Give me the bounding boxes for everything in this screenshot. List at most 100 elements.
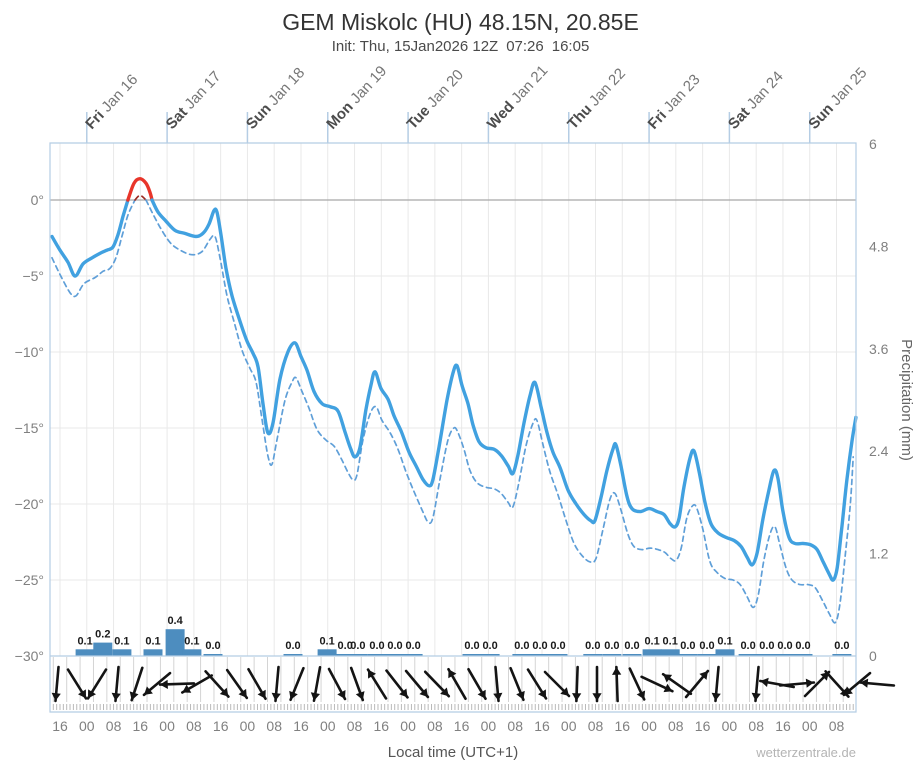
svg-text:0.1: 0.1 bbox=[184, 635, 199, 647]
svg-text:1.2: 1.2 bbox=[869, 546, 889, 562]
svg-text:00: 00 bbox=[159, 718, 175, 734]
wind-arrows bbox=[51, 665, 896, 703]
svg-text:0.0: 0.0 bbox=[464, 640, 479, 652]
svg-text:0.0: 0.0 bbox=[338, 640, 353, 652]
svg-text:2.4: 2.4 bbox=[869, 443, 889, 459]
gridlines bbox=[50, 143, 856, 656]
svg-text:0.0: 0.0 bbox=[777, 640, 792, 652]
sunrise-time: 07:26 bbox=[506, 38, 544, 55]
svg-text:Sat Jan 24: Sat Jan 24 bbox=[725, 68, 787, 133]
svg-text:0.0: 0.0 bbox=[550, 640, 565, 652]
svg-text:08: 08 bbox=[347, 718, 363, 734]
svg-text:16: 16 bbox=[374, 718, 390, 734]
svg-text:16: 16 bbox=[293, 718, 309, 734]
svg-text:00: 00 bbox=[561, 718, 577, 734]
svg-text:Tue Jan 20: Tue Jan 20 bbox=[404, 66, 467, 132]
svg-text:0.4: 0.4 bbox=[167, 615, 183, 627]
svg-text:08: 08 bbox=[507, 718, 523, 734]
svg-text:0.0: 0.0 bbox=[514, 640, 529, 652]
svg-text:16: 16 bbox=[534, 718, 550, 734]
svg-text:Fri Jan 23: Fri Jan 23 bbox=[645, 71, 704, 133]
svg-text:00: 00 bbox=[481, 718, 497, 734]
svg-text:00: 00 bbox=[240, 718, 256, 734]
svg-text:0.1: 0.1 bbox=[717, 635, 732, 647]
svg-text:0.0: 0.0 bbox=[759, 640, 774, 652]
svg-text:−25°: −25° bbox=[15, 572, 44, 588]
page-title: GEM Miskolc (HU) 48.15N, 20.85E bbox=[282, 9, 639, 35]
svg-text:0.0: 0.0 bbox=[680, 640, 695, 652]
svg-text:3.6: 3.6 bbox=[869, 341, 889, 357]
svg-text:Thu Jan 22: Thu Jan 22 bbox=[564, 65, 629, 133]
init-subtitle: Init: Thu, 15Jan2026 12Z 07:26 16:05 bbox=[0, 38, 921, 55]
svg-text:Sun Jan 18: Sun Jan 18 bbox=[243, 64, 308, 132]
svg-text:−5°: −5° bbox=[22, 268, 44, 284]
svg-text:0.0: 0.0 bbox=[205, 640, 220, 652]
svg-text:6: 6 bbox=[869, 136, 877, 152]
watermark: wetterzentrale.de bbox=[756, 745, 856, 760]
svg-text:00: 00 bbox=[320, 718, 336, 734]
svg-text:0.0: 0.0 bbox=[405, 640, 420, 652]
svg-text:−20°: −20° bbox=[15, 496, 44, 512]
svg-text:0.0: 0.0 bbox=[604, 640, 619, 652]
svg-text:0.1: 0.1 bbox=[145, 635, 160, 647]
svg-text:0.0: 0.0 bbox=[285, 640, 300, 652]
svg-text:00: 00 bbox=[79, 718, 95, 734]
svg-text:0.0: 0.0 bbox=[532, 640, 547, 652]
svg-text:Mon Jan 19: Mon Jan 19 bbox=[323, 63, 390, 133]
precip-bar-labels: 0.10.20.1 0.10.40.1 0.0 0.0 0.1 0.00.0 0.0 0.0 0… bbox=[77, 615, 849, 652]
plot-frame bbox=[49, 142, 857, 713]
svg-text:16: 16 bbox=[695, 718, 711, 734]
svg-text:0.0: 0.0 bbox=[585, 640, 600, 652]
svg-text:16: 16 bbox=[213, 718, 229, 734]
time-tick-labels: 16 00 08 16 00 08 16 00 08 16 00 08 16 00 08 16 00 08 16 00… bbox=[52, 718, 844, 734]
svg-text:0.0: 0.0 bbox=[369, 640, 384, 652]
svg-text:16: 16 bbox=[454, 718, 470, 734]
svg-text:0°: 0° bbox=[31, 192, 44, 208]
svg-text:0.0: 0.0 bbox=[482, 640, 497, 652]
svg-text:0.1: 0.1 bbox=[644, 635, 659, 647]
svg-text:0.0: 0.0 bbox=[795, 640, 810, 652]
svg-text:16: 16 bbox=[133, 718, 149, 734]
sunset-time: 16:05 bbox=[551, 38, 590, 55]
svg-text:4.8: 4.8 bbox=[869, 238, 889, 254]
init-text: Init: Thu, 15Jan2026 12Z bbox=[331, 38, 499, 55]
svg-text:Sat Jan 17: Sat Jan 17 bbox=[163, 68, 225, 133]
svg-text:08: 08 bbox=[748, 718, 764, 734]
svg-text:00: 00 bbox=[641, 718, 657, 734]
precip-bars bbox=[75, 629, 852, 656]
2m-temperature-c--line bbox=[50, 177, 858, 582]
svg-text:00: 00 bbox=[722, 718, 738, 734]
svg-text:0.0: 0.0 bbox=[699, 640, 714, 652]
svg-text:Sun Jan 25: Sun Jan 25 bbox=[805, 64, 870, 132]
svg-text:08: 08 bbox=[106, 718, 122, 734]
svg-text:0.1: 0.1 bbox=[114, 635, 129, 647]
svg-text:08: 08 bbox=[427, 718, 443, 734]
svg-text:16: 16 bbox=[52, 718, 68, 734]
day-ticks bbox=[86, 112, 811, 143]
svg-text:0.0: 0.0 bbox=[624, 640, 639, 652]
svg-text:00: 00 bbox=[802, 718, 818, 734]
svg-text:08: 08 bbox=[266, 718, 282, 734]
svg-text:0.0: 0.0 bbox=[740, 640, 755, 652]
hour-ticks bbox=[52, 704, 854, 710]
temp-tick-labels: 0° −5° −10° −15° −20° −25° −30° bbox=[15, 192, 44, 664]
svg-text:0.0: 0.0 bbox=[834, 640, 849, 652]
svg-text:0: 0 bbox=[869, 648, 877, 664]
svg-text:−10°: −10° bbox=[15, 344, 44, 360]
svg-text:0.1: 0.1 bbox=[319, 635, 334, 647]
svg-text:0.0: 0.0 bbox=[350, 640, 365, 652]
precip-tick-labels: 6 4.8 3.6 2.4 1.2 0 bbox=[869, 136, 889, 664]
svg-text:0.1: 0.1 bbox=[663, 635, 678, 647]
svg-text:0.2: 0.2 bbox=[95, 629, 110, 641]
x-axis-title: Local time (UTC+1) bbox=[387, 744, 519, 761]
svg-text:08: 08 bbox=[186, 718, 202, 734]
dew-point-c--line bbox=[51, 194, 855, 624]
svg-text:00: 00 bbox=[400, 718, 416, 734]
svg-text:0.0: 0.0 bbox=[387, 640, 402, 652]
svg-text:16: 16 bbox=[775, 718, 791, 734]
y-right-axis-title: Precipitation (mm) bbox=[898, 339, 915, 461]
svg-text:08: 08 bbox=[668, 718, 684, 734]
